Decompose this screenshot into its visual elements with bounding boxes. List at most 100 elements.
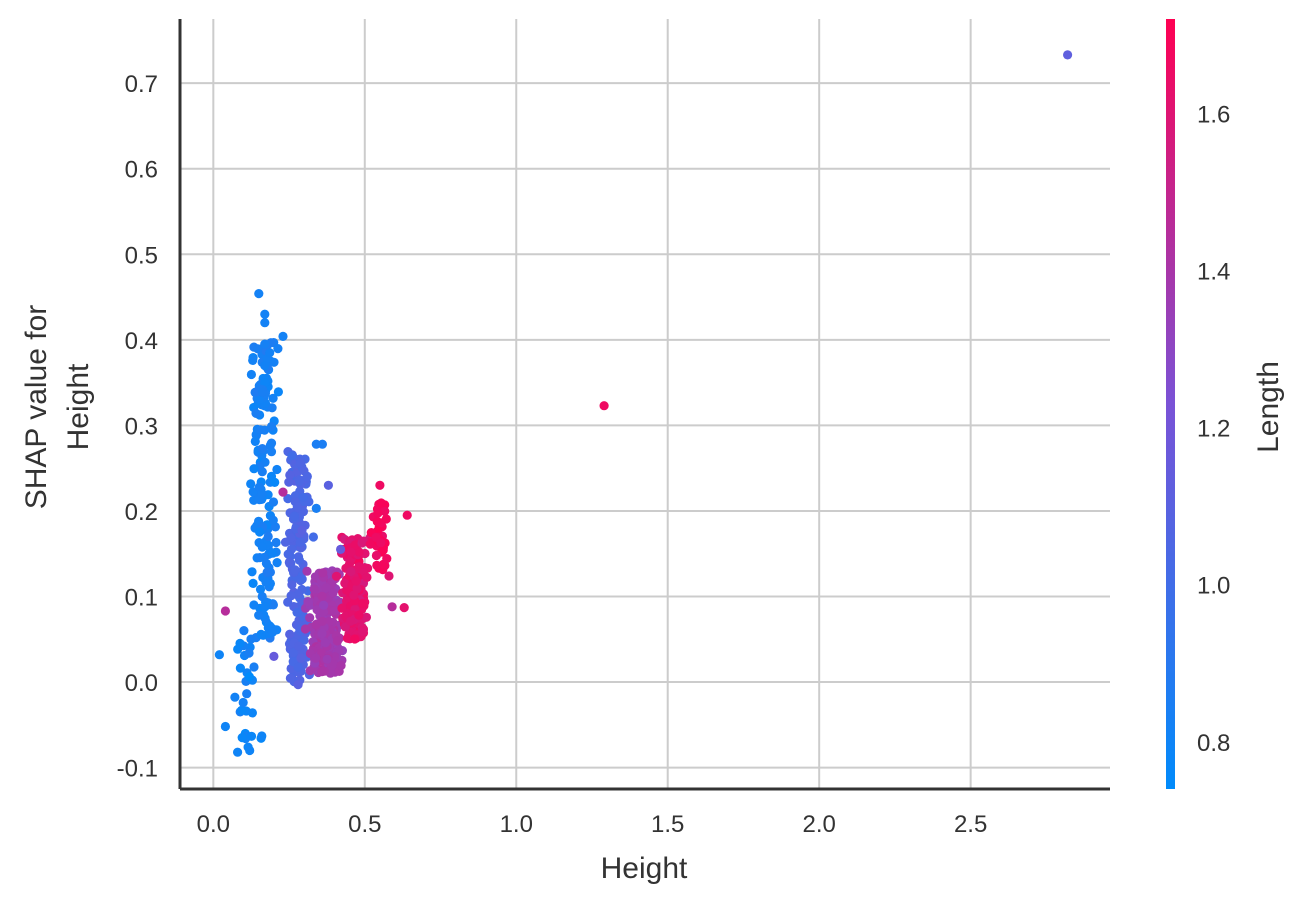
y-tick-label: 0.1 xyxy=(125,585,158,612)
scatter-point xyxy=(268,548,278,558)
scatter-point xyxy=(247,708,257,718)
scatter-point xyxy=(330,605,340,616)
scatter-point xyxy=(354,610,364,620)
scatter-point xyxy=(284,477,294,487)
scatter-point xyxy=(260,309,270,319)
scatter-point xyxy=(373,508,383,518)
scatter-point xyxy=(293,641,304,651)
scatter-point xyxy=(272,558,282,568)
colorbar xyxy=(1166,19,1175,789)
scatter-point xyxy=(270,477,280,487)
scatter-point xyxy=(239,626,249,636)
scatter-point xyxy=(269,651,279,662)
scatter-point xyxy=(247,567,257,577)
scatter-point xyxy=(362,572,372,583)
scatter-point xyxy=(293,680,303,690)
colorbar-tick-label: 0.8 xyxy=(1197,730,1230,757)
scatter-point xyxy=(261,577,271,588)
scatter-point xyxy=(287,580,297,590)
scatter-point xyxy=(297,525,307,536)
y-axis-title-line2: Height xyxy=(62,363,95,450)
scatter-point xyxy=(262,567,272,578)
scatter-point xyxy=(278,487,288,497)
x-tick-label: 0.0 xyxy=(197,811,230,838)
scatter-point xyxy=(285,673,295,683)
scatter-point xyxy=(378,545,388,555)
scatter-point xyxy=(268,515,278,525)
scatter-point xyxy=(317,629,327,639)
scatter-point xyxy=(263,531,273,542)
scatter-point xyxy=(342,633,353,643)
scatter-point xyxy=(253,344,263,354)
x-axis-title: Height xyxy=(601,852,688,885)
scatter-point xyxy=(246,369,256,380)
scatter-point xyxy=(317,616,327,626)
scatter-point xyxy=(296,653,306,663)
scatter-point xyxy=(257,542,267,552)
scatter-point xyxy=(375,480,385,490)
colorbar-tick-labels: 0.8 1.0 1.2 1.4 1.6 xyxy=(1197,101,1230,757)
scatter-point xyxy=(295,458,306,468)
scatter-point xyxy=(346,616,356,626)
scatter-point xyxy=(256,425,266,435)
scatter-point xyxy=(238,697,248,708)
scatter-point xyxy=(311,653,321,663)
scatter-point xyxy=(351,576,361,586)
scatter-point xyxy=(302,566,312,576)
scatter-point xyxy=(599,401,609,411)
scatter-point xyxy=(381,514,391,524)
scatter-point xyxy=(266,421,277,432)
scatter-point xyxy=(382,554,392,564)
y-tick-label: 0.7 xyxy=(125,71,158,98)
scatter-point xyxy=(285,629,295,639)
scatter-point xyxy=(273,387,283,397)
scatter-point xyxy=(248,487,258,497)
scatter-point xyxy=(336,544,346,555)
scatter-point xyxy=(295,476,305,486)
x-tick-label: 2.5 xyxy=(954,811,987,838)
scatter-point xyxy=(267,403,277,413)
scatter-point xyxy=(318,568,328,578)
y-tick-label: 0.6 xyxy=(125,157,158,184)
colorbar-tick-label: 1.6 xyxy=(1197,101,1230,128)
y-tick-label: -0.1 xyxy=(117,756,158,783)
scatter-point xyxy=(402,510,412,520)
tick-labels: 0.0 0.5 1.0 1.5 2.0 2.5 -0.1 0.0 0.1 0.2 0.3 0.4 0.5… xyxy=(117,71,988,838)
scatter-point xyxy=(317,591,327,601)
scatter-point xyxy=(254,610,264,620)
y-tick-label: 0.4 xyxy=(125,328,158,355)
scatter-point xyxy=(328,659,338,670)
scatter-point xyxy=(260,602,270,612)
scatter-point xyxy=(357,626,367,637)
y-axis-title-line1: SHAP value for xyxy=(20,305,53,510)
scatter-point xyxy=(323,480,333,490)
scatter-point xyxy=(272,464,282,475)
scatter-point xyxy=(376,498,386,508)
scatter-point xyxy=(336,660,346,671)
scatter-point xyxy=(220,721,230,732)
scatter-point xyxy=(371,550,381,561)
scatter-point xyxy=(294,555,304,565)
scatter-point xyxy=(298,492,308,502)
scatter-point xyxy=(265,348,275,358)
y-tick-label: 0.0 xyxy=(125,670,158,697)
scatter-point xyxy=(248,578,258,589)
scatter-point xyxy=(358,598,368,609)
scatter-point xyxy=(255,553,265,563)
scatter-point xyxy=(399,603,409,613)
scatter-point xyxy=(384,571,394,581)
scatter-point xyxy=(311,503,321,513)
colorbar-tick-label: 1.4 xyxy=(1197,258,1230,285)
scatter-point xyxy=(292,607,302,618)
scatter-point xyxy=(278,331,288,341)
scatter-point xyxy=(255,584,266,595)
scatter-point xyxy=(332,636,343,646)
scatter-point xyxy=(260,361,270,371)
scatter-point xyxy=(346,547,356,557)
scatter-point xyxy=(268,497,279,507)
scatter-point xyxy=(271,537,281,548)
scatter-points xyxy=(214,50,1073,757)
scatter-point xyxy=(302,472,312,482)
scatter-point xyxy=(254,394,264,404)
